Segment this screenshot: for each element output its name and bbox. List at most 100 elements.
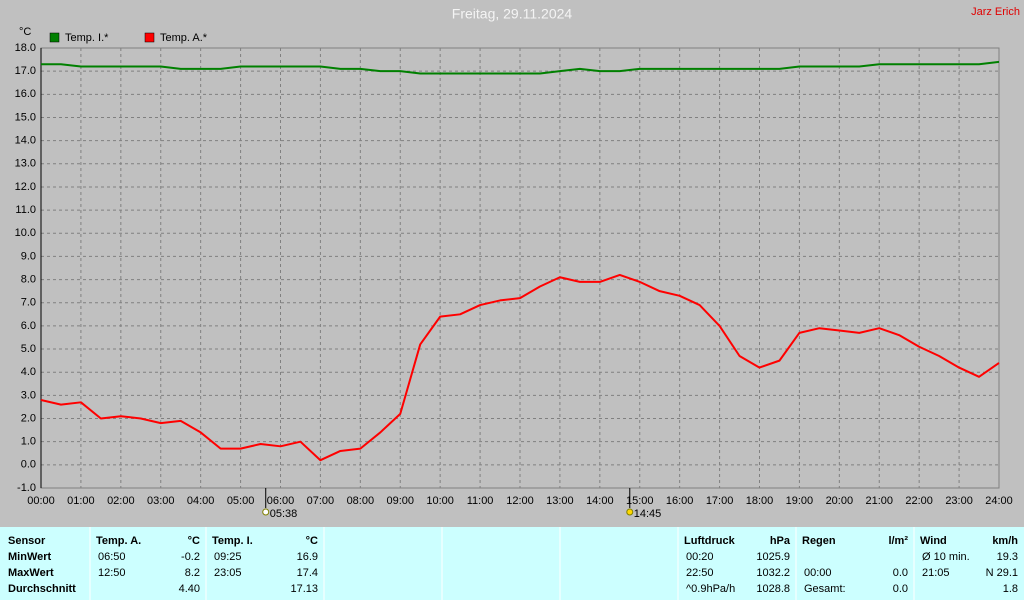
x-tick-label: 15:00 bbox=[626, 495, 654, 507]
cell-value: 0.0 bbox=[893, 583, 908, 595]
cell-value: 8.2 bbox=[185, 567, 200, 579]
cell-time: ^0.9hPa/h bbox=[686, 583, 735, 595]
y-tick-label: 11.0 bbox=[15, 204, 36, 216]
x-tick-label: 17:00 bbox=[706, 495, 734, 507]
cell-value: N 29.1 bbox=[986, 567, 1018, 579]
x-tick-label: 22:00 bbox=[905, 495, 933, 507]
legend-swatch bbox=[144, 32, 155, 43]
cell-time: Ø 10 min. bbox=[922, 551, 970, 563]
legend-label: Temp. I.* bbox=[65, 32, 109, 44]
data-line bbox=[41, 60, 1000, 75]
y-tick-label: 5.0 bbox=[21, 343, 36, 355]
x-tick-label: 10:00 bbox=[426, 495, 454, 507]
y-tick-label: 7.0 bbox=[21, 297, 36, 309]
chart-title: Freitag, 29.11.2024 bbox=[452, 6, 573, 22]
cell-value: 1028.8 bbox=[756, 583, 790, 595]
x-tick-label: 24:00 bbox=[985, 495, 1013, 507]
cell-time: 09:25 bbox=[214, 551, 242, 563]
y-tick-label: 0.0 bbox=[21, 459, 36, 471]
x-tick-label: 01:00 bbox=[67, 495, 95, 507]
row-label: MinWert bbox=[8, 551, 52, 563]
cell-time: 21:05 bbox=[922, 567, 950, 579]
cell-time: Gesamt: bbox=[804, 583, 846, 595]
x-tick-label: 00:00 bbox=[27, 495, 55, 507]
stats-panel bbox=[0, 527, 1024, 600]
row-label: MaxWert bbox=[8, 567, 54, 579]
y-tick-label: 6.0 bbox=[21, 320, 36, 332]
section-title: Regen bbox=[802, 535, 836, 547]
x-tick-label: 04:00 bbox=[187, 495, 215, 507]
cell-time: 00:00 bbox=[804, 567, 832, 579]
cell-value: 1025.9 bbox=[756, 551, 790, 563]
y-tick-label: -1.0 bbox=[17, 482, 36, 494]
y-unit: °C bbox=[19, 26, 31, 38]
legend-label: Temp. A.* bbox=[160, 32, 208, 44]
section-title: Temp. I. bbox=[212, 535, 253, 547]
author: Jarz Erich bbox=[971, 6, 1020, 18]
section-title: Temp. A. bbox=[96, 535, 141, 547]
cell-value: -0.2 bbox=[181, 551, 200, 563]
x-tick-label: 06:00 bbox=[267, 495, 295, 507]
x-tick-label: 14:00 bbox=[586, 495, 614, 507]
cell-value: 17.4 bbox=[297, 567, 318, 579]
y-tick-label: 9.0 bbox=[21, 250, 36, 262]
cell-time: 12:50 bbox=[98, 567, 126, 579]
y-tick-label: 13.0 bbox=[15, 158, 36, 170]
x-tick-label: 05:00 bbox=[227, 495, 255, 507]
cell-value: 16.9 bbox=[297, 551, 318, 563]
cell-value: 19.3 bbox=[997, 551, 1018, 563]
x-tick-label: 18:00 bbox=[746, 495, 774, 507]
x-tick-label: 13:00 bbox=[546, 495, 574, 507]
section-unit: °C bbox=[188, 535, 200, 547]
section-title: Luftdruck bbox=[684, 535, 736, 547]
x-tick-label: 08:00 bbox=[347, 495, 375, 507]
y-tick-label: 1.0 bbox=[21, 436, 36, 448]
x-tick-label: 03:00 bbox=[147, 495, 175, 507]
cell-value: 1032.2 bbox=[756, 567, 790, 579]
x-tick-label: 20:00 bbox=[826, 495, 854, 507]
section-unit: °C bbox=[306, 535, 318, 547]
x-tick-label: 23:00 bbox=[945, 495, 973, 507]
cell-value: 1.8 bbox=[1003, 583, 1018, 595]
cell-value: 17.13 bbox=[290, 583, 318, 595]
x-tick-label: 09:00 bbox=[386, 495, 414, 507]
cell-value: 0.0 bbox=[893, 567, 908, 579]
y-tick-label: 16.0 bbox=[15, 88, 36, 100]
sun-icon bbox=[262, 508, 270, 516]
x-tick-label: 16:00 bbox=[666, 495, 694, 507]
y-tick-label: 15.0 bbox=[15, 111, 36, 123]
y-tick-label: 3.0 bbox=[21, 389, 36, 401]
y-tick-label: 8.0 bbox=[21, 273, 36, 285]
sun-icon bbox=[626, 508, 634, 516]
y-tick-label: 17.0 bbox=[15, 65, 36, 77]
cell-time: 06:50 bbox=[98, 551, 126, 563]
y-tick-label: 12.0 bbox=[15, 181, 36, 193]
data-line bbox=[40, 273, 1000, 462]
section-unit: km/h bbox=[992, 535, 1018, 547]
x-tick-label: 11:00 bbox=[467, 495, 494, 507]
cell-time: 00:20 bbox=[686, 551, 714, 563]
row-label: Sensor bbox=[8, 535, 46, 547]
y-tick-label: 4.0 bbox=[21, 366, 36, 378]
cell-value: 4.40 bbox=[179, 583, 200, 595]
legend-swatch bbox=[49, 32, 60, 43]
x-tick-label: 02:00 bbox=[107, 495, 135, 507]
y-tick-label: 14.0 bbox=[15, 135, 36, 147]
section-unit: l/m² bbox=[888, 535, 908, 547]
x-tick-label: 21:00 bbox=[865, 495, 893, 507]
x-tick-label: 07:00 bbox=[307, 495, 335, 507]
section-title: Wind bbox=[920, 535, 947, 547]
section-unit: hPa bbox=[770, 535, 791, 547]
sun-label: 14:45 bbox=[634, 508, 662, 520]
cell-time: 22:50 bbox=[686, 567, 714, 579]
y-tick-label: 18.0 bbox=[15, 42, 36, 54]
row-label: Durchschnitt bbox=[8, 583, 76, 595]
sun-label: 05:38 bbox=[270, 508, 298, 520]
y-tick-label: 10.0 bbox=[15, 227, 36, 239]
x-tick-label: 19:00 bbox=[786, 495, 814, 507]
x-tick-label: 12:00 bbox=[506, 495, 534, 507]
cell-time: 23:05 bbox=[214, 567, 242, 579]
y-tick-label: 2.0 bbox=[21, 412, 36, 424]
